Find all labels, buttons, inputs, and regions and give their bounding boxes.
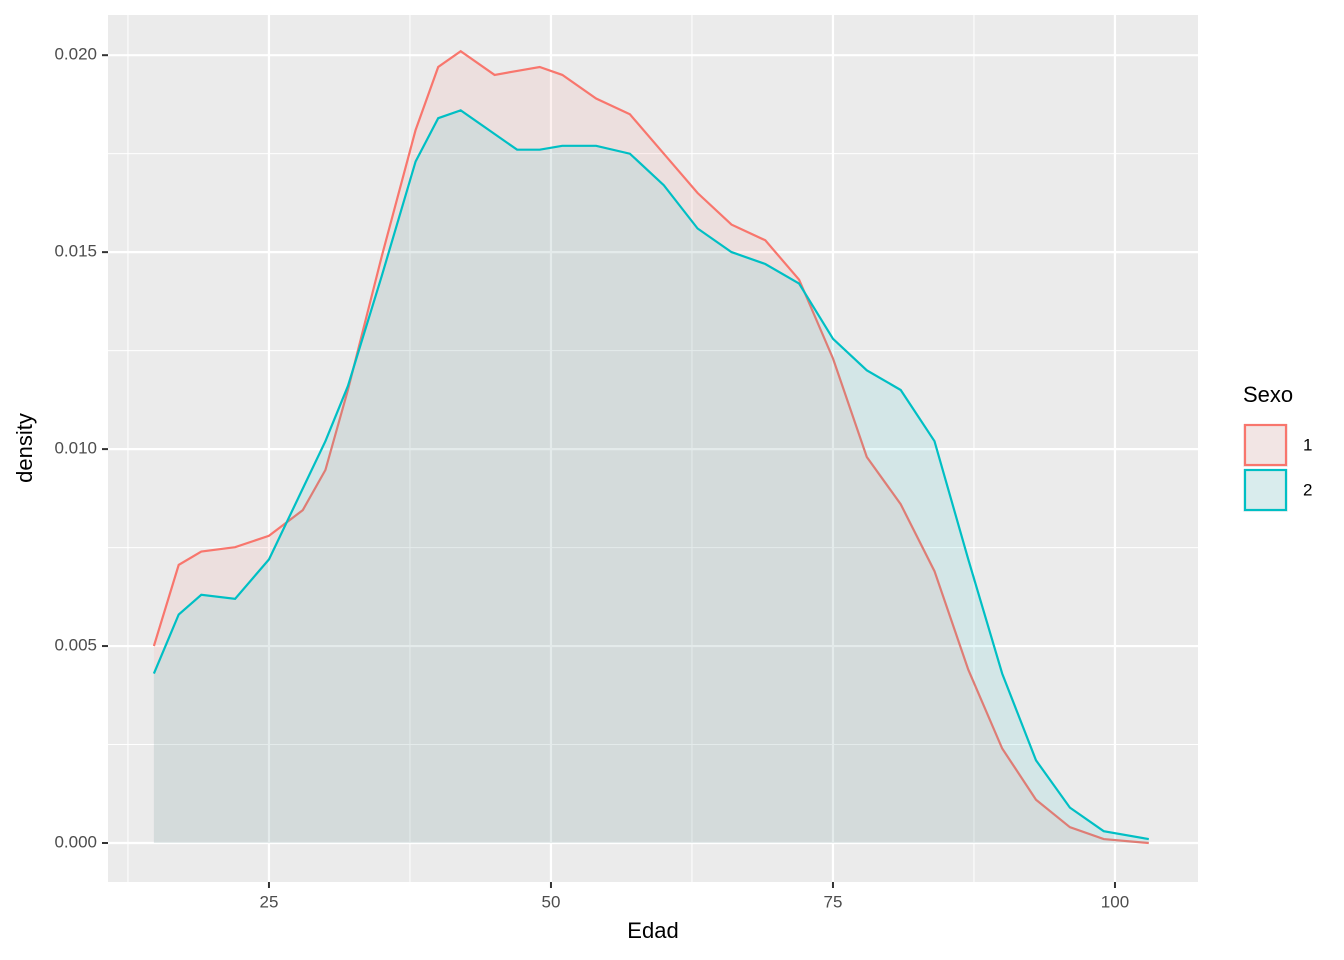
y-axis-title: density — [12, 413, 37, 483]
legend-label: 1 — [1303, 435, 1312, 454]
legend-key-bg — [1243, 424, 1288, 467]
legend-key-bg — [1243, 469, 1288, 512]
legend-label: 2 — [1303, 480, 1312, 499]
density-area — [153, 110, 1149, 844]
x-axis-title: Edad — [627, 918, 678, 943]
y-tick-label: 0.005 — [54, 636, 97, 655]
legend-title: Sexo — [1243, 382, 1293, 407]
x-tick-label: 25 — [260, 892, 279, 911]
density-area — [153, 51, 1149, 844]
x-tick-label: 50 — [542, 892, 561, 911]
y-tick-label: 0.000 — [54, 832, 97, 851]
y-tick-label: 0.020 — [54, 45, 97, 64]
x-tick-label: 75 — [824, 892, 843, 911]
x-tick-label: 100 — [1101, 892, 1129, 911]
y-tick-label: 0.010 — [54, 439, 97, 458]
legend-key — [1243, 468, 1288, 512]
legend-key — [1243, 423, 1288, 467]
y-tick-label: 0.015 — [54, 242, 97, 261]
density-line — [152, 109, 1149, 841]
density-line — [152, 49, 1149, 845]
